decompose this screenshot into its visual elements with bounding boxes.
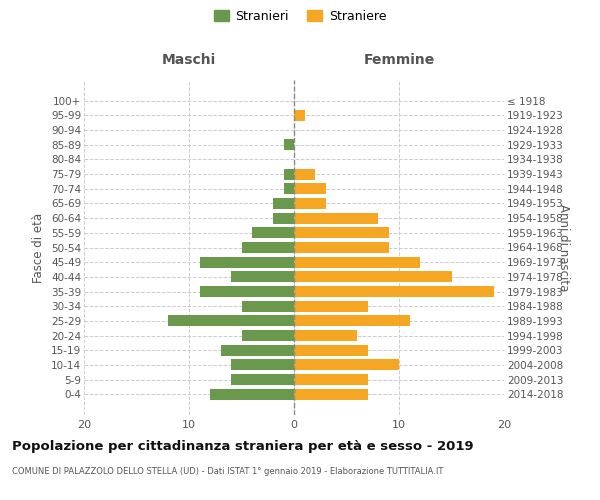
Text: COMUNE DI PALAZZOLO DELLO STELLA (UD) - Dati ISTAT 1° gennaio 2019 - Elaborazion: COMUNE DI PALAZZOLO DELLO STELLA (UD) - …: [12, 468, 443, 476]
Bar: [241, 300, 294, 312]
Bar: [221, 344, 294, 356]
Bar: [252, 228, 294, 238]
Bar: [241, 242, 294, 253]
Bar: [210, 389, 294, 400]
Bar: [284, 140, 294, 150]
Bar: [294, 300, 367, 312]
Bar: [294, 212, 378, 224]
Bar: [273, 212, 294, 224]
Bar: [231, 272, 294, 282]
Bar: [294, 344, 367, 356]
Bar: [294, 198, 325, 209]
Bar: [294, 242, 389, 253]
Text: Maschi: Maschi: [162, 54, 216, 68]
Bar: [294, 374, 367, 385]
Bar: [294, 256, 420, 268]
Bar: [284, 168, 294, 179]
Bar: [284, 184, 294, 194]
Bar: [294, 110, 305, 121]
Bar: [294, 168, 315, 179]
Text: Popolazione per cittadinanza straniera per età e sesso - 2019: Popolazione per cittadinanza straniera p…: [12, 440, 473, 453]
Bar: [231, 374, 294, 385]
Y-axis label: Fasce di età: Fasce di età: [32, 212, 46, 282]
Bar: [231, 360, 294, 370]
Bar: [294, 228, 389, 238]
Bar: [199, 286, 294, 297]
Bar: [273, 198, 294, 209]
Legend: Stranieri, Straniere: Stranieri, Straniere: [210, 6, 390, 26]
Bar: [294, 184, 325, 194]
Bar: [294, 272, 452, 282]
Bar: [294, 330, 357, 341]
Bar: [294, 360, 399, 370]
Bar: [241, 330, 294, 341]
Bar: [294, 286, 493, 297]
Bar: [294, 389, 367, 400]
Bar: [294, 316, 409, 326]
Bar: [199, 256, 294, 268]
Y-axis label: Anni di nascita: Anni di nascita: [557, 204, 571, 291]
Bar: [168, 316, 294, 326]
Text: Femmine: Femmine: [364, 54, 434, 68]
